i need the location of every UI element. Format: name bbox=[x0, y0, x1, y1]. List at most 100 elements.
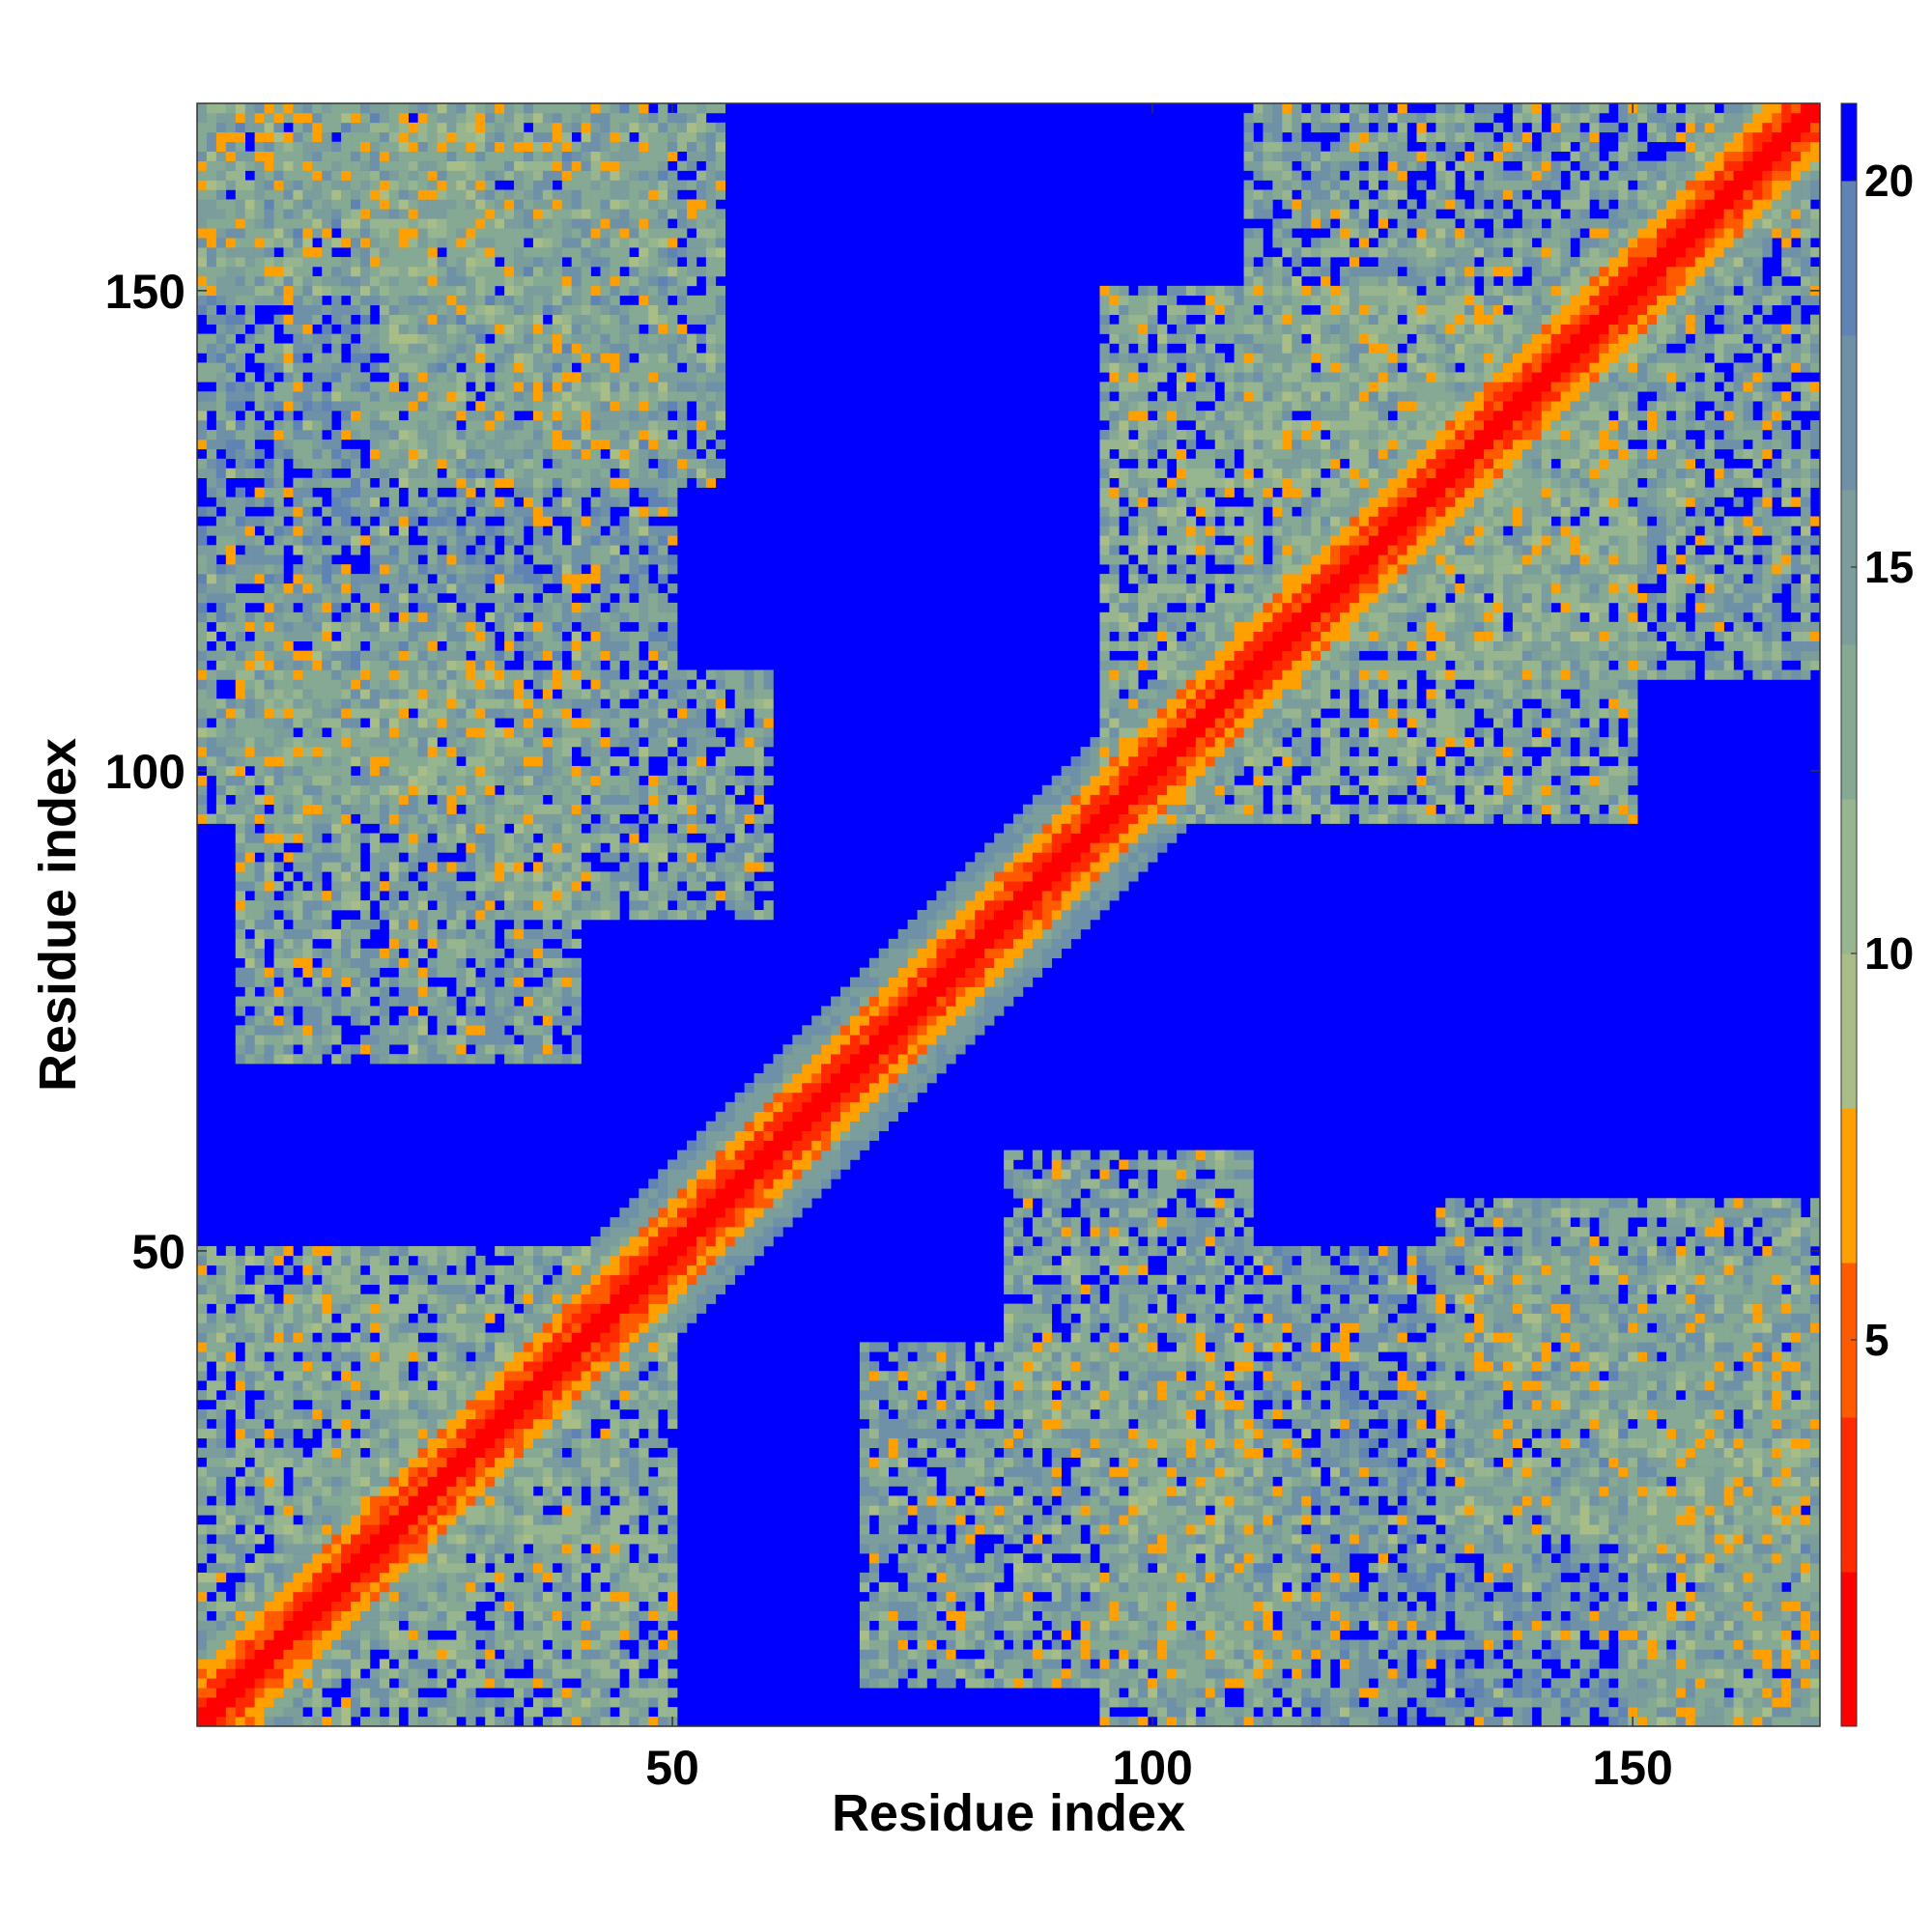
heatmap-cell bbox=[408, 1303, 418, 1314]
heatmap-cell bbox=[302, 141, 313, 152]
heatmap-cell bbox=[244, 314, 255, 325]
heatmap-cell bbox=[264, 391, 274, 402]
heatmap-cell bbox=[388, 660, 400, 670]
heatmap-cell bbox=[206, 103, 217, 114]
heatmap-cell bbox=[264, 295, 274, 306]
heatmap-cell bbox=[379, 554, 390, 565]
heatmap-cell bbox=[504, 755, 515, 767]
heatmap-cell bbox=[341, 784, 352, 796]
heatmap-cell bbox=[437, 718, 447, 728]
heatmap-cell bbox=[514, 1697, 525, 1708]
heatmap-cell bbox=[293, 881, 303, 892]
heatmap-cell bbox=[495, 1505, 505, 1516]
heatmap-cell bbox=[322, 1466, 332, 1477]
heatmap-cell bbox=[351, 1563, 361, 1574]
heatmap-cell bbox=[359, 199, 371, 210]
heatmap-cell bbox=[437, 526, 447, 536]
heatmap-cell bbox=[244, 1476, 255, 1487]
heatmap-cell bbox=[466, 928, 476, 940]
heatmap-cell bbox=[542, 775, 554, 786]
heatmap-cell bbox=[244, 881, 255, 892]
heatmap-cell bbox=[466, 103, 476, 114]
heatmap-cell bbox=[532, 891, 544, 901]
heatmap-cell bbox=[485, 372, 496, 383]
heatmap-cell bbox=[351, 131, 361, 143]
heatmap-cell bbox=[235, 391, 245, 402]
heatmap-cell bbox=[331, 1639, 342, 1650]
heatmap-cell bbox=[485, 967, 496, 978]
heatmap-cell bbox=[417, 151, 428, 161]
heatmap-cell bbox=[341, 1544, 352, 1554]
heatmap-cell bbox=[504, 122, 515, 133]
heatmap-cell bbox=[523, 257, 534, 268]
heatmap-cell bbox=[341, 122, 352, 133]
heatmap-cell bbox=[359, 708, 371, 719]
heatmap-cell bbox=[283, 343, 294, 354]
heatmap-cell bbox=[235, 1313, 245, 1323]
heatmap-cell bbox=[523, 1591, 534, 1603]
heatmap-cell bbox=[283, 631, 294, 641]
heatmap-cell bbox=[312, 1659, 323, 1669]
heatmap-cell bbox=[504, 1400, 515, 1410]
heatmap-cell bbox=[341, 1274, 352, 1286]
heatmap-cell bbox=[302, 1515, 313, 1525]
heatmap-cell bbox=[341, 458, 352, 469]
heatmap-cell bbox=[523, 1553, 534, 1564]
heatmap-cell bbox=[542, 1457, 554, 1467]
heatmap-cell bbox=[359, 1572, 371, 1583]
heatmap-cell bbox=[542, 1380, 554, 1391]
heatmap-cell bbox=[206, 727, 217, 738]
heatmap-cell bbox=[398, 621, 409, 633]
heatmap-cell bbox=[504, 1572, 515, 1583]
heatmap-cell bbox=[331, 823, 342, 834]
heatmap-cell bbox=[235, 1457, 245, 1467]
heatmap-cell bbox=[273, 967, 284, 978]
heatmap-cell bbox=[388, 919, 400, 930]
heatmap-cell bbox=[456, 266, 467, 277]
heatmap-cell bbox=[532, 804, 544, 814]
heatmap-cell bbox=[312, 718, 323, 728]
heatmap-cell bbox=[254, 1025, 265, 1036]
heatmap-cell bbox=[379, 1515, 390, 1525]
heatmap-cell bbox=[244, 804, 255, 814]
heatmap-cell bbox=[235, 401, 245, 412]
heatmap-cell bbox=[437, 1659, 447, 1669]
heatmap-cell bbox=[369, 1553, 381, 1564]
heatmap-cell bbox=[302, 1610, 313, 1621]
heatmap-cell bbox=[485, 112, 496, 124]
heatmap-cell bbox=[446, 621, 457, 633]
heatmap-cell bbox=[475, 141, 486, 152]
heatmap-cell bbox=[552, 755, 563, 767]
heatmap-cell bbox=[408, 1437, 418, 1449]
heatmap-cell bbox=[388, 592, 400, 604]
heatmap-cell bbox=[244, 1322, 255, 1333]
heatmap-cell bbox=[369, 1418, 381, 1430]
heatmap-cell bbox=[485, 755, 496, 767]
heatmap-cell bbox=[552, 1400, 563, 1410]
heatmap-cell bbox=[466, 1601, 476, 1612]
heatmap-cell bbox=[456, 1245, 467, 1257]
heatmap-cell bbox=[359, 621, 371, 633]
heatmap-cell bbox=[351, 737, 361, 748]
heatmap-cell bbox=[437, 669, 447, 680]
heatmap-cell bbox=[379, 401, 390, 412]
heatmap-cell bbox=[254, 353, 265, 363]
heatmap-cell bbox=[264, 718, 274, 728]
heatmap-cell bbox=[398, 266, 409, 277]
heatmap-cell bbox=[215, 1495, 227, 1506]
heatmap-cell bbox=[283, 1371, 294, 1381]
heatmap-cell bbox=[273, 1688, 284, 1698]
heatmap-cell bbox=[244, 1534, 255, 1545]
heatmap-cell bbox=[369, 151, 381, 161]
heatmap-cell bbox=[398, 1688, 409, 1698]
heatmap-cell bbox=[359, 977, 371, 987]
heatmap-cell bbox=[379, 881, 390, 892]
heatmap-cell bbox=[197, 1639, 208, 1650]
heatmap-cell bbox=[215, 602, 227, 613]
heatmap-cell bbox=[456, 497, 467, 507]
heatmap-cell bbox=[456, 574, 467, 584]
heatmap-cell bbox=[273, 1380, 284, 1391]
heatmap-cell bbox=[254, 1581, 265, 1593]
heatmap-cell bbox=[388, 1371, 400, 1381]
heatmap-cell bbox=[331, 1515, 342, 1525]
